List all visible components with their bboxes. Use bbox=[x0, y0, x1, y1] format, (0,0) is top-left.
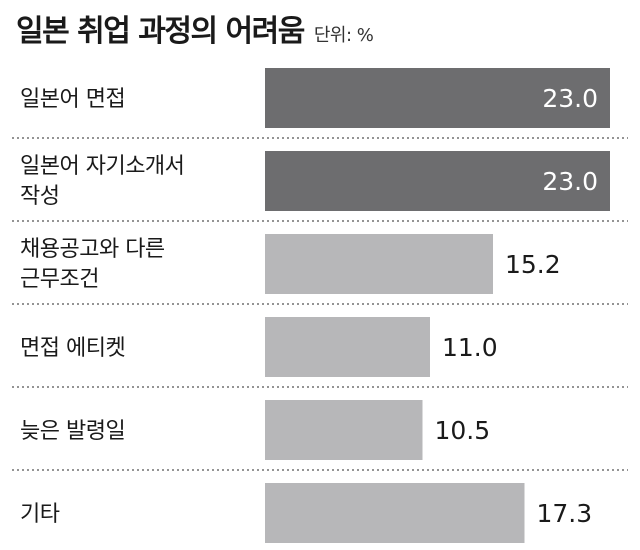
value-label-0: 23.0 bbox=[542, 84, 598, 113]
bar-3 bbox=[265, 317, 430, 377]
category-label-2: 채용공고와 다른 근무조건 bbox=[20, 237, 165, 292]
chart-title: 일본 취업 과정의 어려움 bbox=[16, 14, 305, 49]
value-label-3: 11.0 bbox=[442, 333, 498, 362]
value-label-4: 10.5 bbox=[435, 416, 491, 445]
category-label-4: 늦은 발령일 bbox=[20, 419, 125, 444]
category-label-1: 일본어 자기소개서 작성 bbox=[20, 154, 184, 209]
category-label-3: 면접 에티켓 bbox=[20, 336, 125, 361]
bar-0 bbox=[265, 68, 610, 128]
bar-1 bbox=[265, 151, 610, 211]
bar-2 bbox=[265, 234, 493, 294]
chart-header: 일본 취업 과정의 어려움 단위: % bbox=[16, 6, 374, 54]
category-label-0: 일본어 면접 bbox=[20, 87, 125, 112]
value-label-2: 15.2 bbox=[505, 250, 561, 279]
bar-5 bbox=[265, 483, 525, 543]
category-label-5: 기타 bbox=[20, 502, 60, 527]
value-label-5: 17.3 bbox=[537, 499, 593, 528]
value-label-1: 23.0 bbox=[542, 167, 598, 196]
bar-4 bbox=[265, 400, 423, 460]
unit-label: 단위: % bbox=[313, 25, 374, 46]
